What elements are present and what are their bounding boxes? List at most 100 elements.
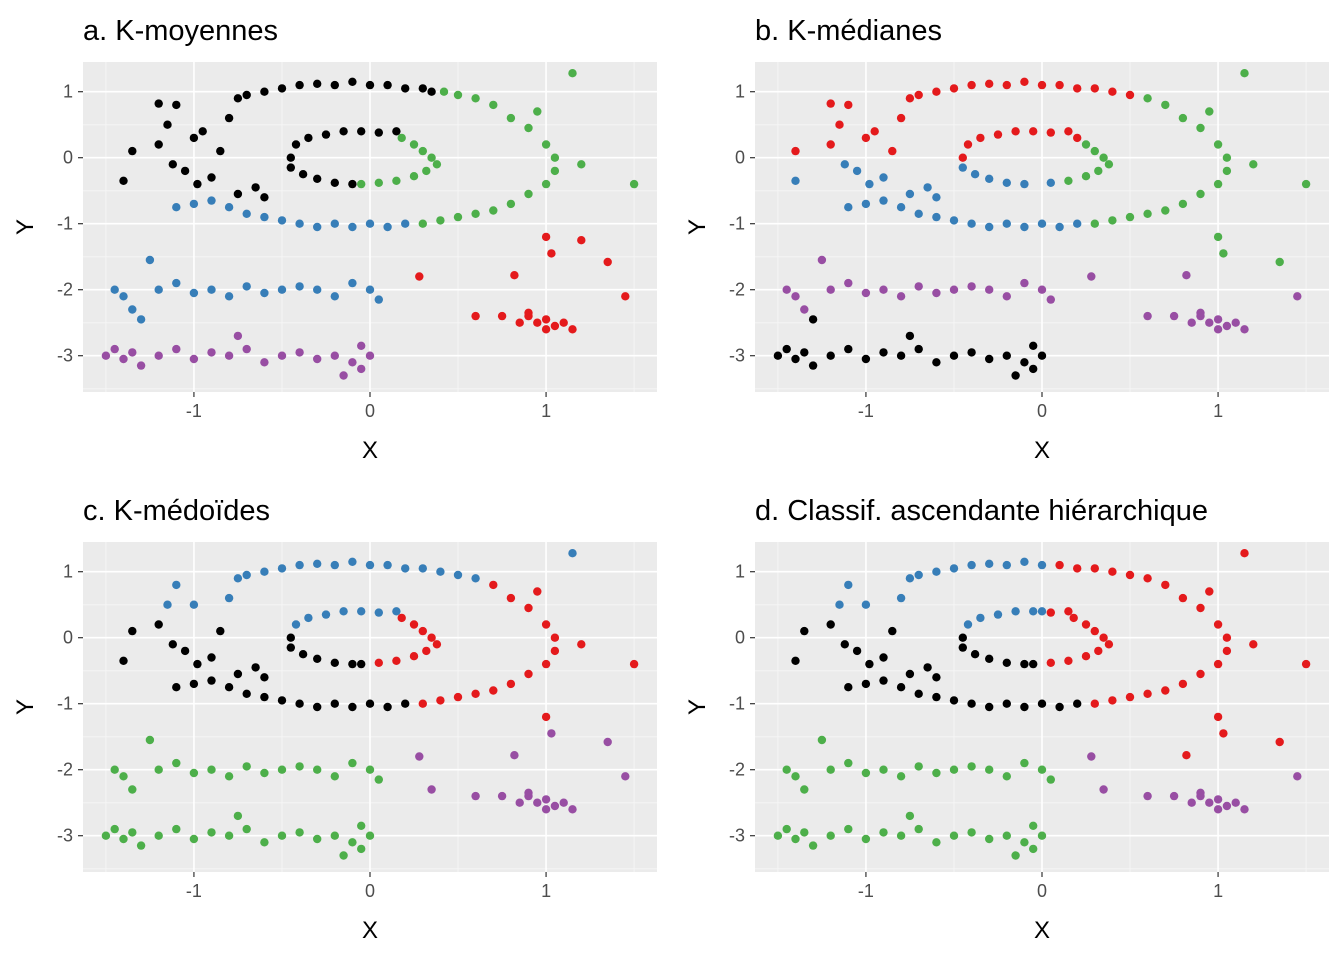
scatter-point: [260, 212, 269, 222]
scatter-point: [577, 160, 586, 169]
scatter-point: [879, 196, 888, 205]
scatter-point: [330, 831, 339, 840]
scatter-point: [791, 772, 800, 781]
scatter-point: [1275, 257, 1284, 267]
scatter-point: [1073, 219, 1082, 228]
scatter-point: [533, 318, 542, 327]
x-tick-label: -1: [858, 401, 874, 421]
scatter-point: [224, 351, 234, 360]
scatter-point: [348, 358, 357, 367]
scatter-point: [242, 90, 251, 100]
scatter-point: [286, 633, 295, 642]
scatter-point: [896, 772, 906, 781]
scatter-point: [826, 99, 835, 108]
scatter-point: [1029, 844, 1038, 854]
scatter-point: [1020, 358, 1029, 367]
scatter-point: [985, 765, 994, 774]
scatter-point: [224, 772, 234, 781]
scatter-point: [1055, 560, 1064, 570]
scatter-point: [923, 183, 932, 192]
axes: -1 0 1 -3 -2 -1 0 1: [729, 82, 1223, 421]
scatter-point: [242, 570, 251, 580]
scatter-point: [1143, 94, 1152, 103]
scatter-point: [970, 650, 980, 659]
scatter-point: [207, 828, 216, 837]
scatter-point: [1002, 699, 1011, 708]
panel-1: a. K-moyennes -1 0 1 -3 -2 -1 0 1 X Y: [12, 15, 657, 464]
scatter-point: [383, 80, 392, 90]
scatter-point: [401, 84, 410, 93]
scatter-point: [905, 94, 915, 103]
scatter-point: [1219, 249, 1228, 258]
x-tick-label: 1: [1213, 401, 1223, 421]
scatter-point: [550, 153, 560, 162]
scatter-point: [1002, 219, 1011, 228]
scatter-point: [397, 613, 406, 623]
scatter-point: [888, 146, 897, 156]
scatter-point: [1187, 318, 1196, 327]
scatter-point: [905, 811, 915, 821]
x-tick-label: 1: [1213, 881, 1223, 901]
scatter-point: [233, 669, 243, 679]
scatter-point: [180, 646, 190, 656]
scatter-point: [1099, 633, 1108, 642]
scatter-point: [967, 828, 976, 837]
scatter-point: [1029, 821, 1038, 830]
panel-title: a. K-moyennes: [83, 15, 278, 47]
scatter-point: [879, 828, 888, 837]
scatter-point: [291, 620, 301, 629]
cluster-1: [791, 77, 1135, 162]
scatter-point: [110, 344, 119, 354]
scatter-point: [1301, 659, 1311, 669]
scatter-point: [1099, 153, 1108, 162]
x-tick-label: 1: [541, 881, 551, 901]
scatter-point: [1125, 90, 1135, 100]
scatter-point: [418, 699, 427, 708]
scatter-point: [418, 626, 427, 636]
scatter-point: [1037, 285, 1047, 294]
scatter-point: [471, 209, 480, 218]
scatter-point: [1196, 788, 1205, 797]
scatter-point: [1231, 318, 1240, 327]
scatter-point: [932, 212, 941, 222]
scatter-point: [1020, 838, 1029, 847]
scatter-point: [172, 203, 181, 212]
scatter-point: [1249, 640, 1258, 649]
scatter-point: [357, 607, 366, 616]
scatter-point: [119, 834, 128, 844]
scatter-point: [233, 331, 243, 341]
scatter-point: [1037, 831, 1047, 840]
scatter-point: [233, 94, 243, 103]
scatter-point: [524, 603, 533, 613]
cluster-1: [163, 549, 577, 629]
scatter-point: [879, 173, 888, 182]
scatter-point: [1143, 311, 1152, 321]
scatter-point: [432, 160, 442, 169]
scatter-point: [826, 765, 835, 774]
scatter-point: [295, 560, 304, 570]
scatter-point: [963, 620, 973, 629]
scatter-point: [1002, 772, 1011, 781]
scatter-point: [782, 765, 791, 774]
scatter-point: [932, 193, 941, 202]
scatter-point: [357, 341, 366, 350]
scatter-point: [550, 166, 560, 176]
scatter-point: [932, 768, 941, 778]
scatter-point: [914, 570, 923, 580]
scatter-point: [896, 831, 906, 840]
scatter-point: [392, 127, 401, 136]
scatter-point: [365, 765, 375, 774]
scatter-point: [1178, 113, 1188, 123]
scatter-point: [782, 824, 791, 834]
scatter-point: [568, 549, 577, 558]
scatter-point: [1037, 699, 1047, 708]
scatter-point: [321, 610, 331, 619]
scatter-point: [568, 805, 577, 814]
scatter-point: [1055, 222, 1064, 232]
scatter-point: [313, 654, 322, 663]
scatter-point: [374, 608, 383, 617]
scatter-point: [145, 255, 155, 265]
scatter-point: [1002, 178, 1011, 187]
scatter-point: [154, 620, 163, 629]
scatter-point: [497, 311, 507, 321]
